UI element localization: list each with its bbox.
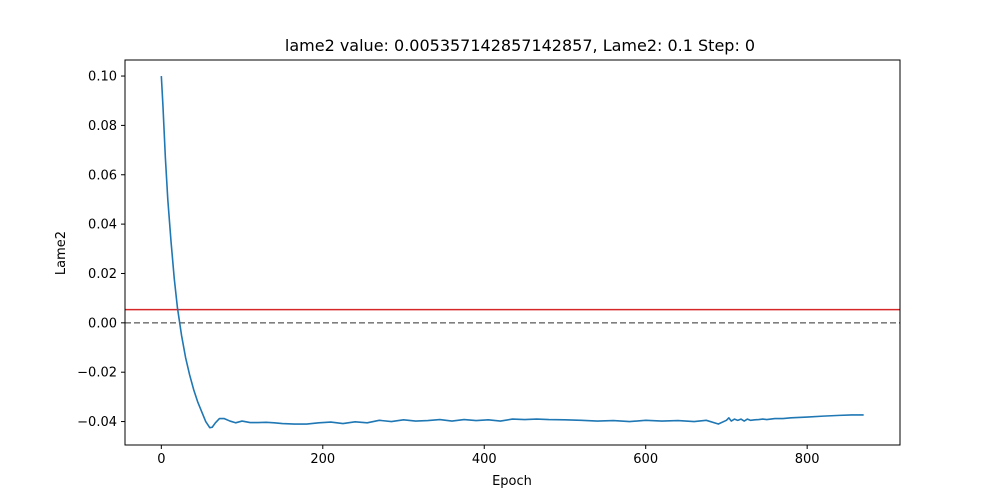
y-tick-label: 0.06 bbox=[88, 168, 117, 183]
y-tick-label: −0.02 bbox=[77, 366, 117, 381]
axis-ticks: 0 200 400 600 800 −0.04 −0.02 0.00 0.02 0.04 0.06 0… bbox=[77, 70, 819, 467]
y-tick-label: 0.10 bbox=[88, 70, 117, 85]
plot-area bbox=[125, 75, 900, 429]
y-tick-label: 0.02 bbox=[88, 267, 117, 282]
y-axis-label: Lame2 bbox=[54, 231, 69, 275]
y-tick-label: 0.00 bbox=[88, 316, 117, 331]
y-tick-label: −0.04 bbox=[77, 415, 117, 430]
x-tick-label: 0 bbox=[157, 452, 165, 467]
x-tick-label: 800 bbox=[795, 452, 820, 467]
plot-frame bbox=[124, 59, 901, 446]
y-tick-label: 0.04 bbox=[88, 218, 117, 233]
series-line-0 bbox=[160, 75, 864, 429]
x-tick-label: 200 bbox=[310, 452, 335, 467]
x-tick-label: 400 bbox=[472, 452, 497, 467]
y-tick-label: 0.08 bbox=[88, 119, 117, 134]
chart-title: lame2 value: 0.005357142857142857, Lame2… bbox=[285, 36, 755, 55]
x-tick-label: 600 bbox=[633, 452, 658, 467]
x-axis-label: Epoch bbox=[492, 474, 532, 489]
